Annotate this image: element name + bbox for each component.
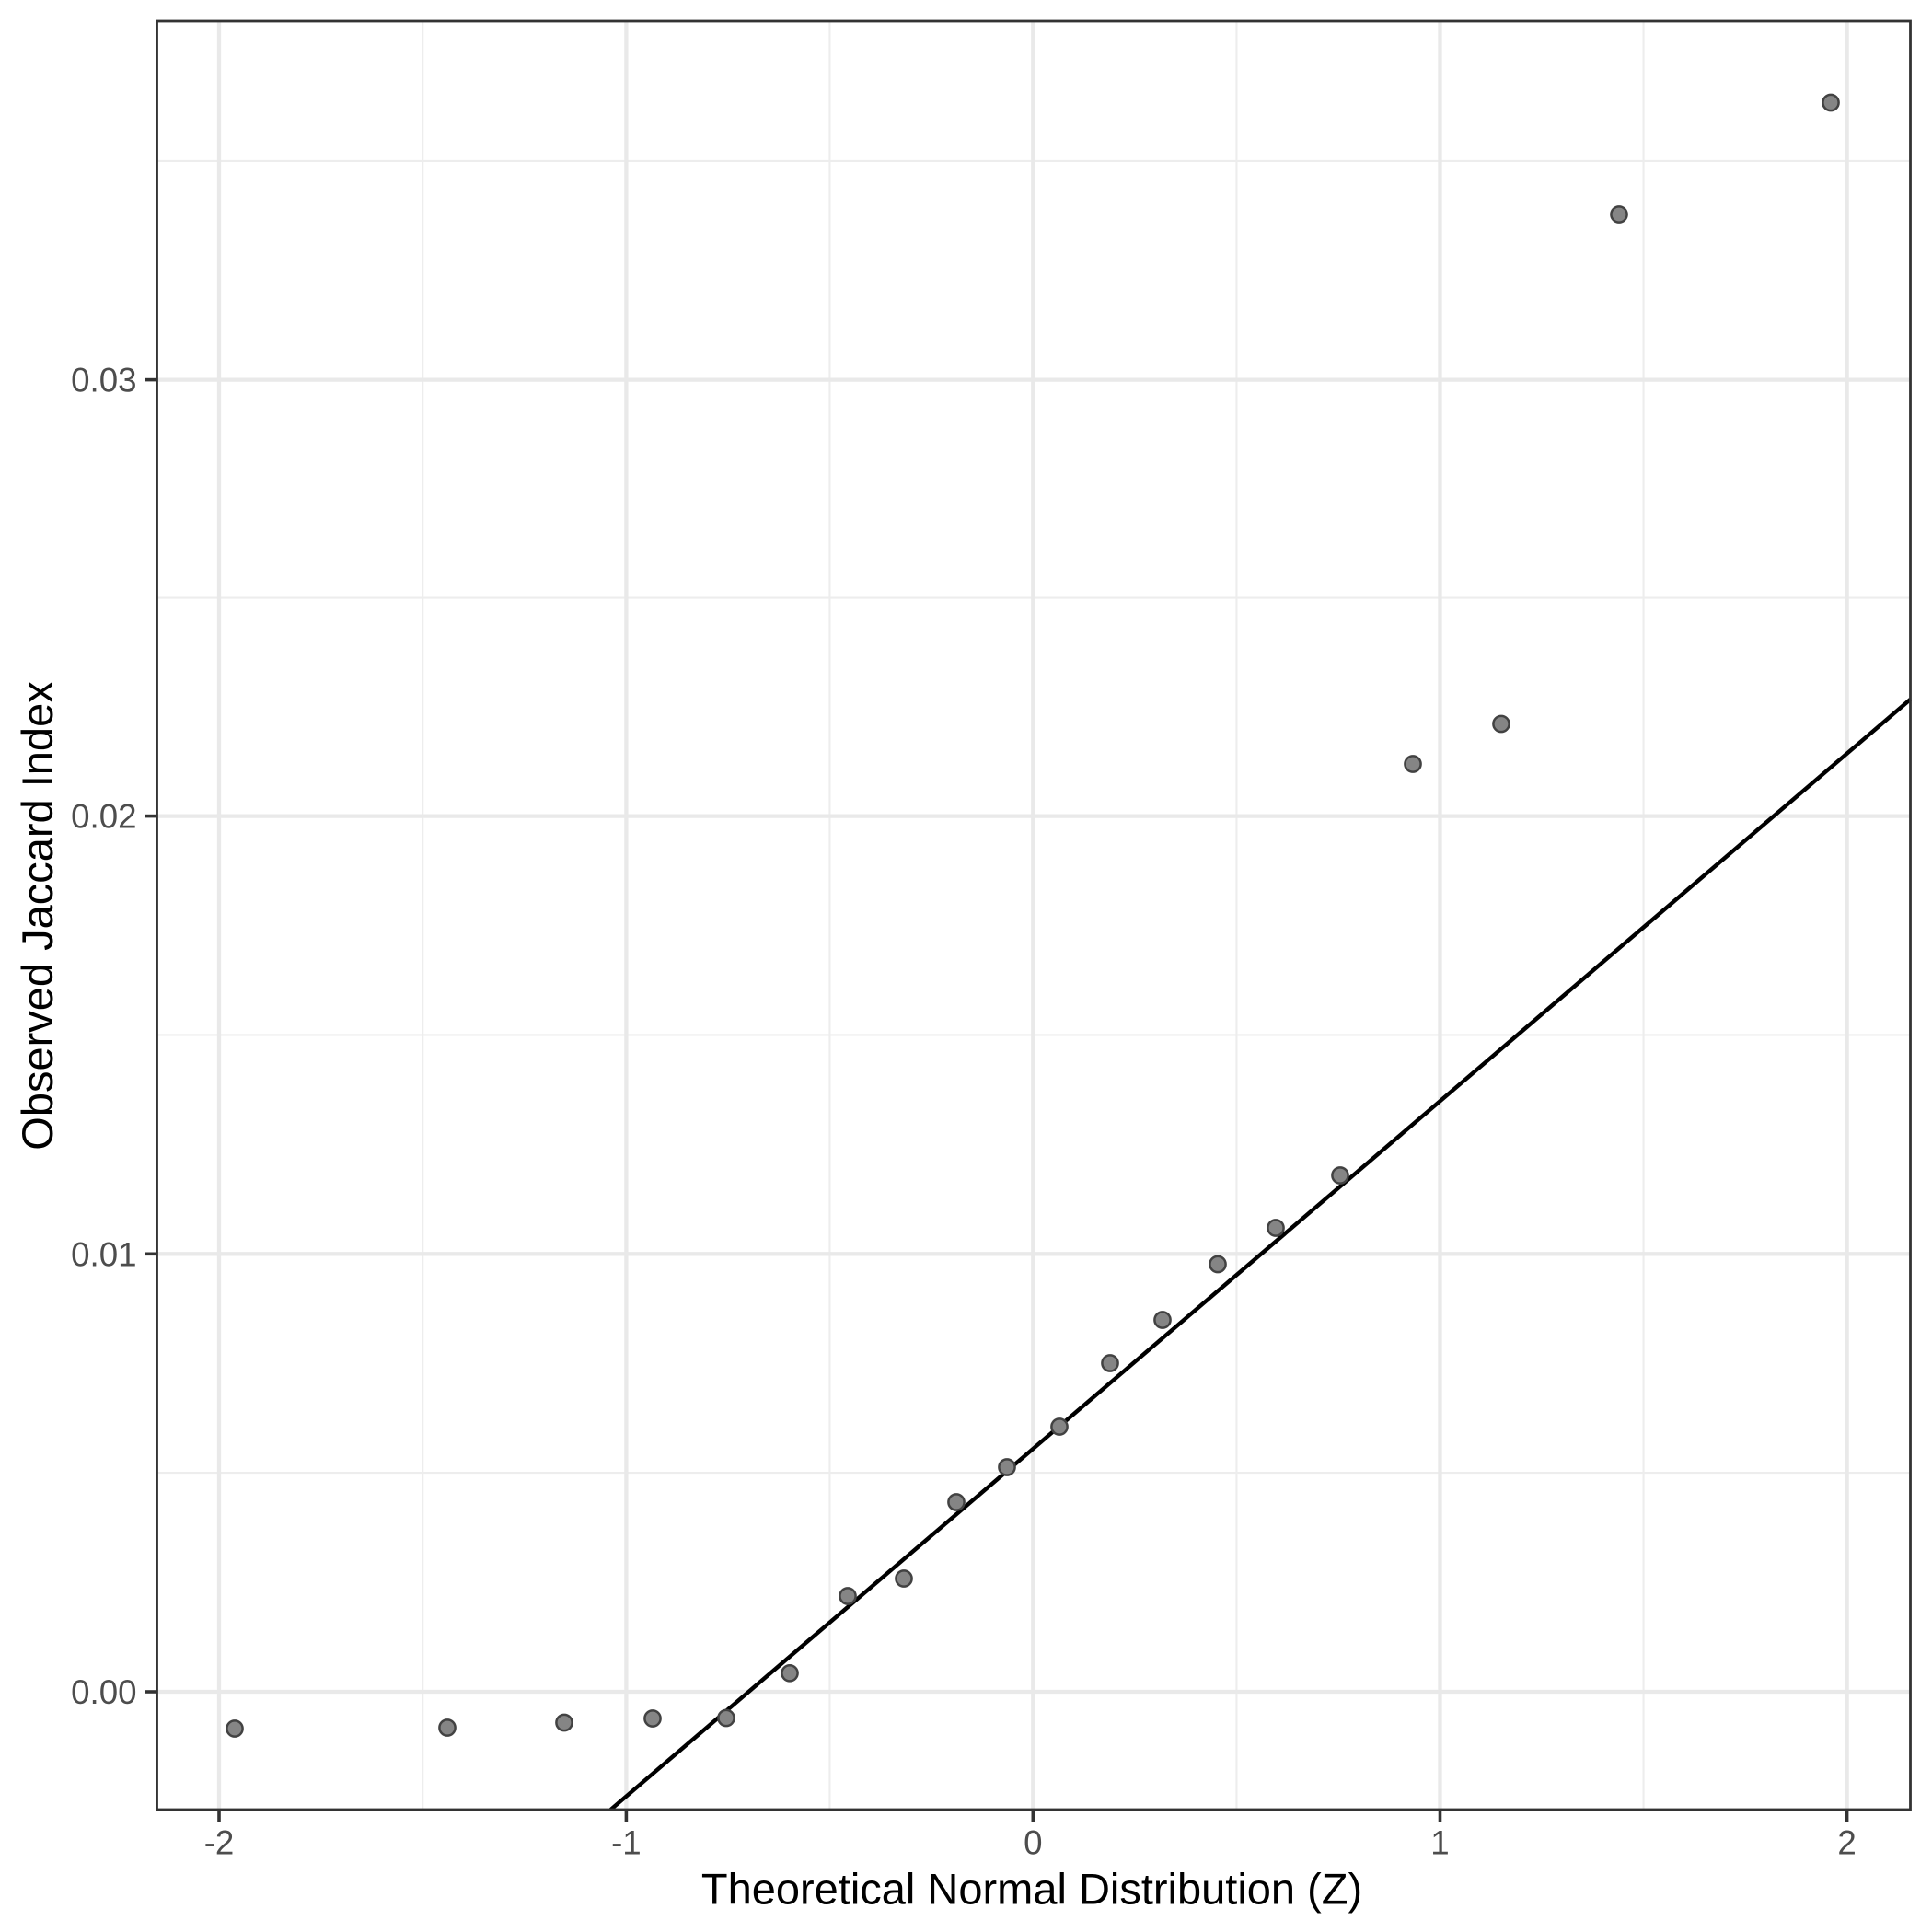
- svg-text:Theoretical Normal Distributio: Theoretical Normal Distribution (Z): [701, 1864, 1362, 1913]
- svg-text:2: 2: [1837, 1824, 1856, 1862]
- svg-text:Observed Jaccard Index: Observed Jaccard Index: [13, 681, 62, 1150]
- svg-text:0: 0: [1024, 1824, 1042, 1862]
- svg-text:0.01: 0.01: [71, 1235, 136, 1273]
- svg-text:1: 1: [1430, 1824, 1449, 1862]
- svg-text:0.00: 0.00: [71, 1673, 136, 1711]
- svg-text:0.03: 0.03: [71, 362, 136, 399]
- svg-text:-2: -2: [204, 1824, 235, 1862]
- svg-text:0.02: 0.02: [71, 798, 136, 836]
- svg-text:-1: -1: [611, 1824, 642, 1862]
